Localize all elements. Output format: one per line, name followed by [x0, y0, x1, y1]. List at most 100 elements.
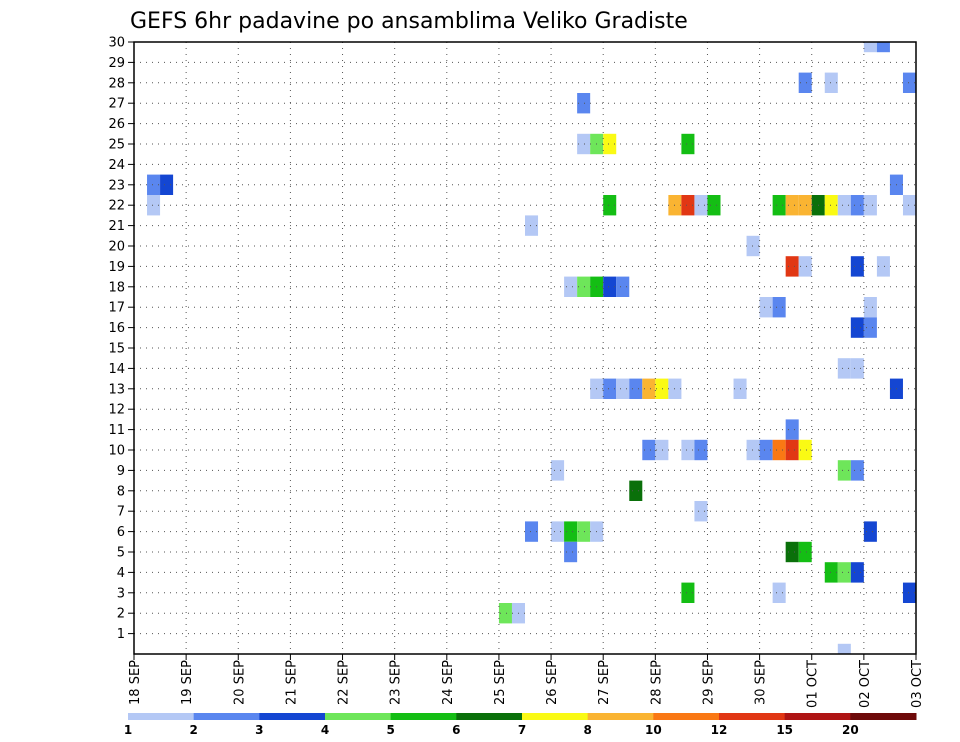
data-cell [902, 195, 916, 216]
colorbar-label: 10 [645, 723, 662, 737]
x-tick-label: 27 SEP [597, 660, 612, 705]
y-tick-label: 6 [117, 525, 125, 540]
data-cell [850, 195, 864, 216]
colorbar-label: 6 [452, 723, 460, 737]
x-tick-label: 18 SEP [128, 660, 143, 705]
y-tick-label: 2 [117, 607, 125, 622]
data-cell [863, 195, 877, 216]
x-tick-label: 21 SEP [284, 660, 299, 705]
x-tick-label: 19 SEP [180, 660, 195, 705]
data-cell [798, 256, 812, 277]
y-tick-label: 28 [108, 76, 125, 91]
data-cell [681, 195, 695, 216]
data-cell [850, 256, 864, 277]
data-cell [564, 541, 578, 563]
data-cell [746, 235, 760, 257]
colorbar-label: 4 [321, 723, 329, 737]
data-cell [694, 439, 708, 461]
y-tick-label: 3 [117, 586, 125, 601]
data-cell [603, 378, 617, 399]
y-tick-label: 13 [108, 382, 125, 397]
y-tick-label: 29 [108, 56, 125, 71]
data-cell [759, 297, 773, 318]
data-cell [681, 582, 695, 603]
colorbar-label: 1 [124, 723, 132, 737]
data-cell [551, 521, 565, 542]
data-cell [785, 419, 799, 440]
data-cell [655, 378, 669, 399]
data-cell [759, 439, 773, 461]
data-cell [863, 42, 877, 53]
colorbar-swatch [522, 713, 589, 720]
data-cell [798, 195, 812, 216]
data-cell [824, 195, 838, 216]
data-cell [863, 317, 877, 338]
x-axis: 18 SEP 19 SEP 20 SEP 21 SEP 22 SEP 23 SEP 24 S… [128, 654, 925, 708]
data-cell [564, 276, 578, 297]
colorbar-label: 12 [711, 723, 728, 737]
y-tick-label: 11 [108, 423, 125, 438]
data-cell [772, 195, 786, 216]
colorbar-label: 5 [386, 723, 394, 737]
y-tick-label: 18 [108, 280, 125, 295]
data-cell [629, 378, 643, 399]
data-cell [798, 72, 812, 93]
x-tick-label: 25 SEP [493, 660, 508, 705]
y-tick-label: 23 [108, 178, 125, 193]
data-cell [772, 439, 786, 461]
x-tick-label: 30 SEP [754, 660, 769, 705]
data-cell [850, 460, 864, 481]
x-tick-label: 02 OCT [858, 660, 873, 708]
data-cell [707, 195, 721, 216]
x-tick-label: 29 SEP [701, 660, 716, 705]
colorbar-swatch [325, 713, 392, 720]
data-cell [785, 195, 799, 216]
data-cell [772, 297, 786, 318]
data-cell [577, 93, 591, 114]
x-tick-label: 01 OCT [806, 660, 821, 708]
data-cell [642, 439, 656, 461]
x-tick-label: 26 SEP [545, 660, 560, 705]
data-cell [577, 276, 591, 297]
data-cell [603, 195, 617, 216]
data-cell [837, 195, 851, 216]
y-tick-label: 19 [108, 260, 125, 275]
data-cell [564, 521, 578, 542]
y-tick-label: 17 [108, 301, 125, 316]
colorbar-swatch [850, 713, 917, 720]
y-tick-label: 21 [108, 219, 125, 234]
y-tick-label: 10 [108, 444, 125, 459]
x-tick-label: 03 OCT [910, 660, 925, 708]
data-cell [824, 72, 838, 93]
y-tick-label: 16 [108, 321, 125, 336]
data-cell [837, 460, 851, 481]
colorbar-label: 15 [776, 723, 793, 737]
colorbar-label: 3 [255, 723, 263, 737]
y-tick-label: 5 [117, 546, 125, 561]
x-tick-label: 23 SEP [389, 660, 404, 705]
x-tick-label: 22 SEP [337, 660, 352, 705]
data-cell [798, 541, 812, 563]
y-tick-label: 8 [117, 484, 125, 499]
data-cell [785, 439, 799, 461]
data-cell [642, 378, 656, 399]
colorbar-swatch [587, 713, 654, 720]
x-tick-label: 24 SEP [441, 660, 456, 705]
data-cell [681, 133, 695, 155]
data-cell [850, 317, 864, 338]
data-cell [147, 174, 161, 195]
data-cell [525, 215, 539, 236]
y-tick-label: 24 [108, 158, 125, 173]
y-tick-label: 12 [108, 403, 125, 418]
data-cell [876, 42, 890, 53]
data-cell [876, 256, 890, 277]
data-cell [694, 195, 708, 216]
y-tick-label: 22 [108, 199, 125, 214]
y-tick-label: 27 [108, 97, 125, 112]
y-tick-label: 9 [117, 464, 125, 479]
data-cell [785, 256, 799, 277]
data-cell [902, 72, 916, 93]
data-cell [746, 439, 760, 461]
data-cell [902, 582, 916, 603]
